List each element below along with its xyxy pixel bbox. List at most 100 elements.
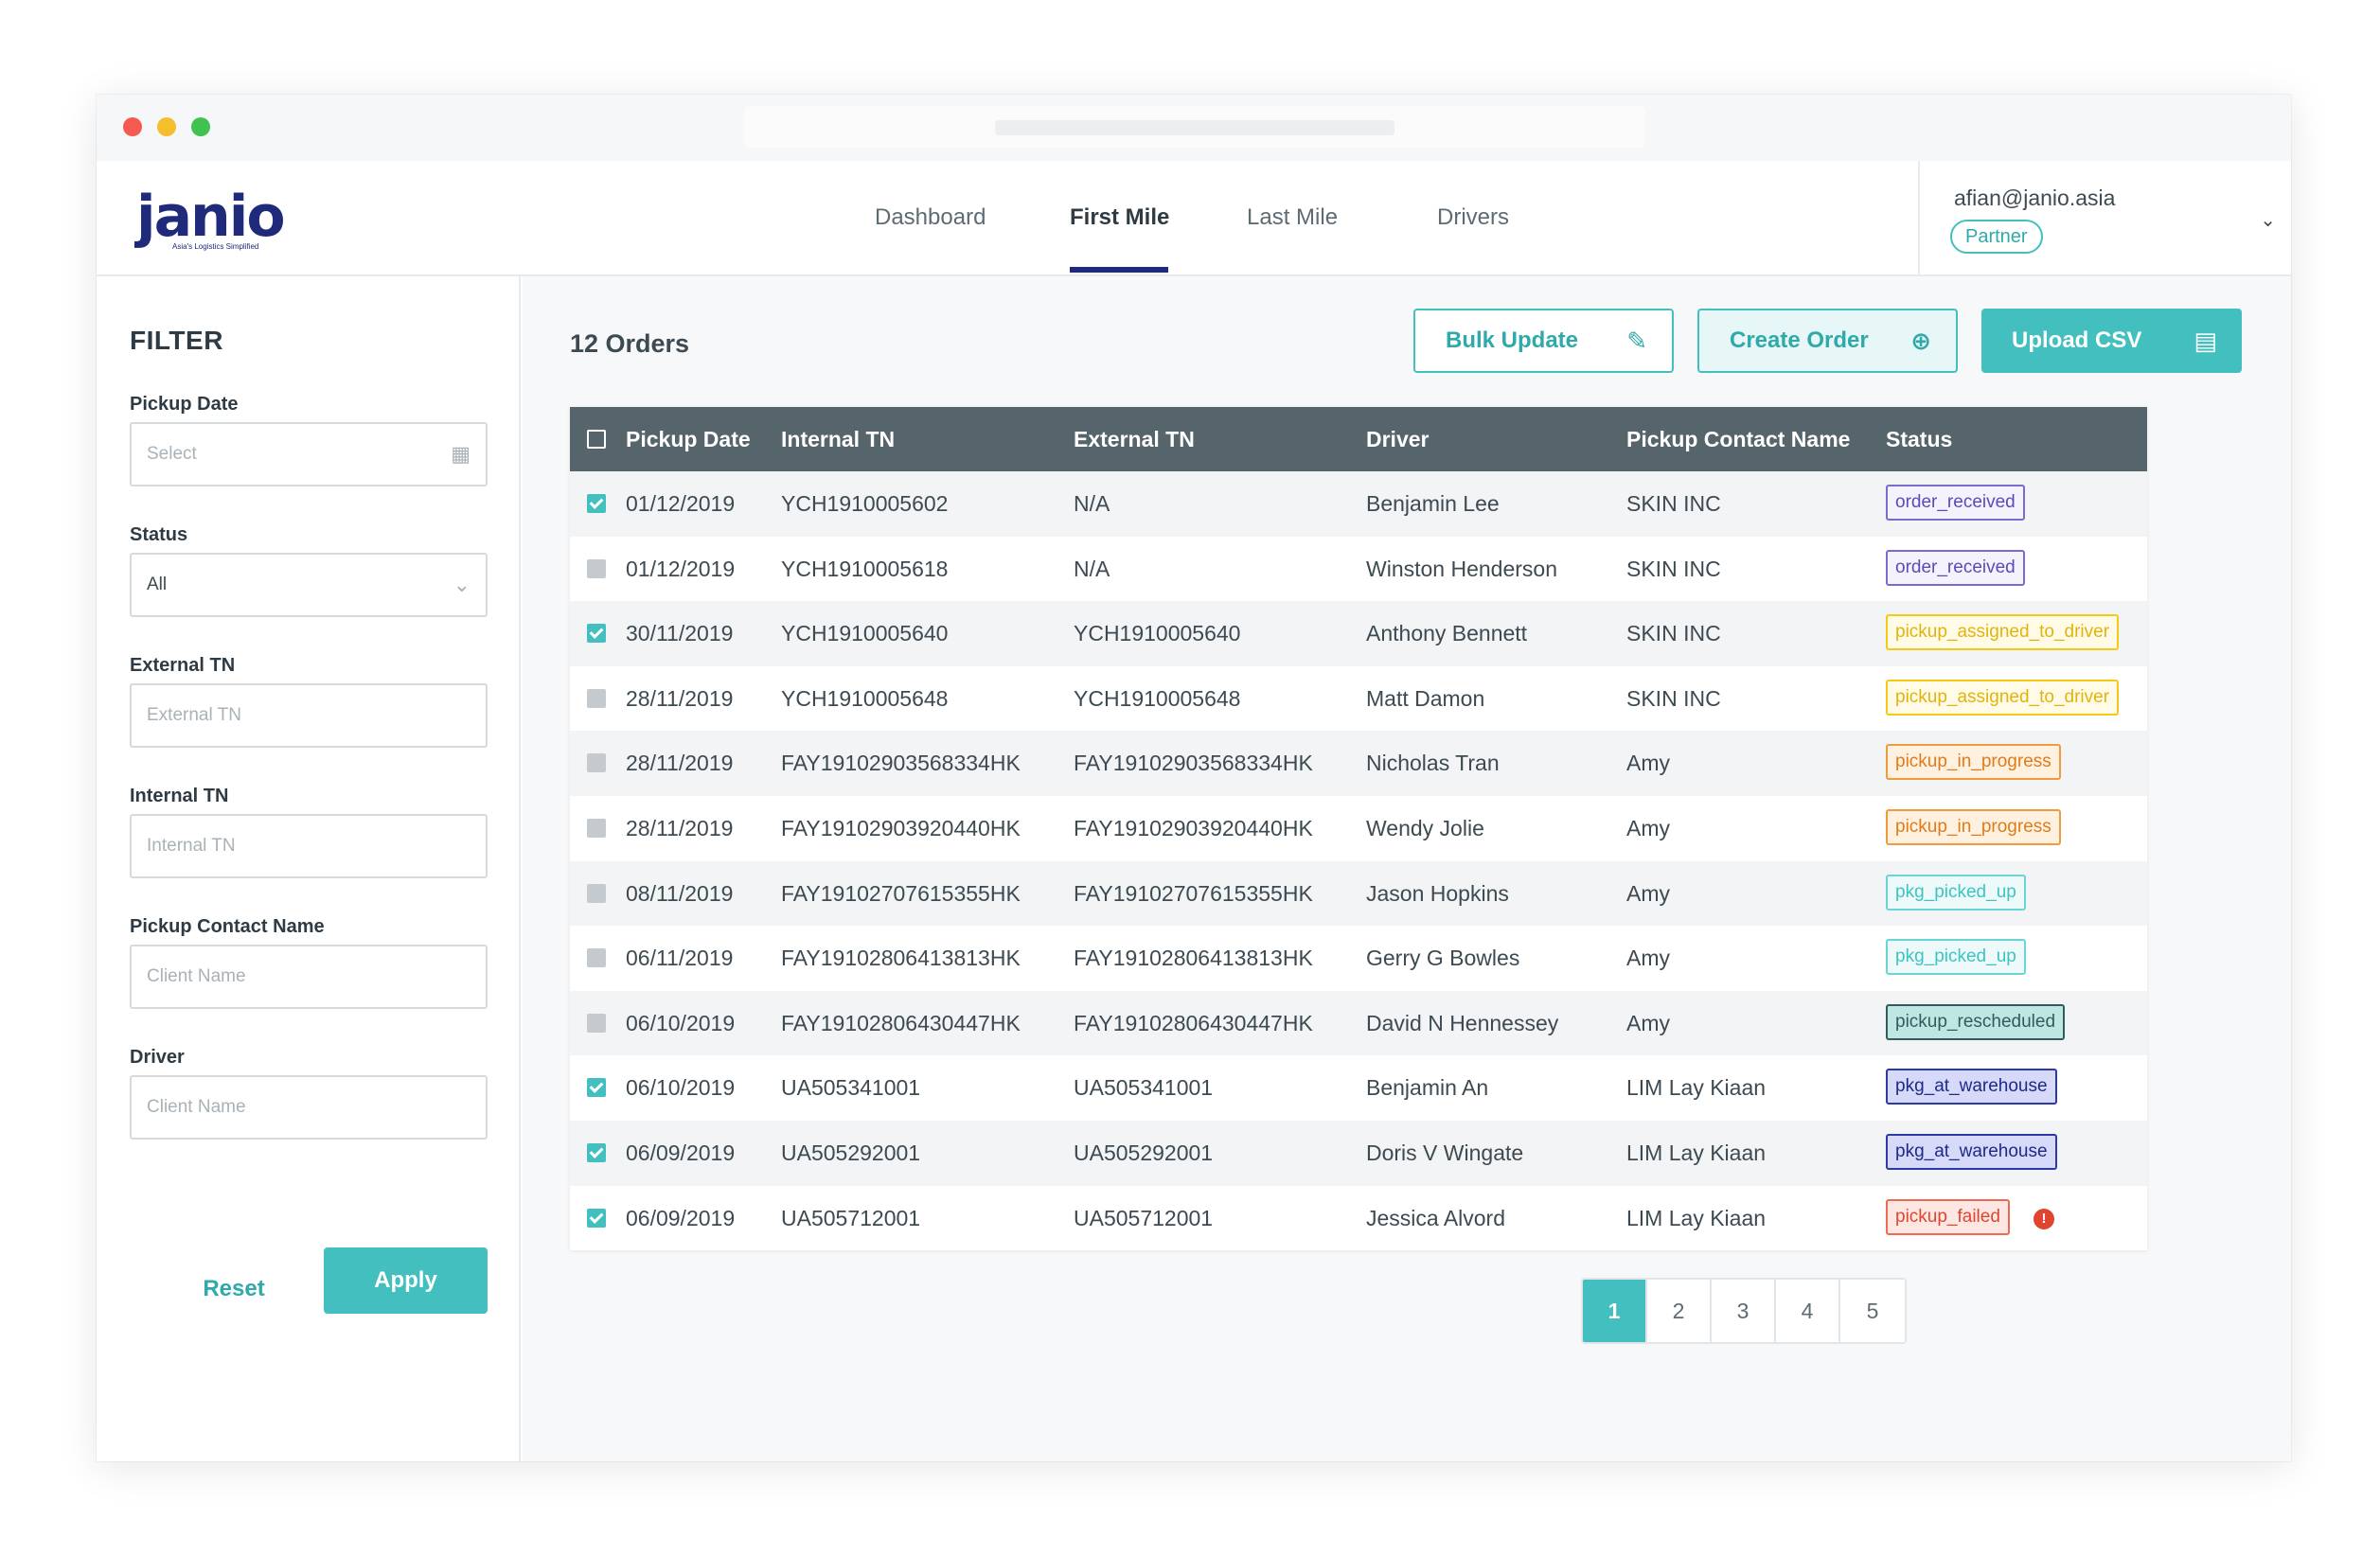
cell-pickup-date: 01/12/2019 <box>626 491 736 516</box>
pickup-date-input[interactable]: Select ▦ <box>130 422 488 486</box>
table-row[interactable]: 06/11/2019 FAY19102806413813HK FAY19102806… <box>570 926 2147 991</box>
reset-button[interactable]: Reset <box>203 1276 265 1301</box>
cell-pickup-contact: SKIN INC <box>1626 621 1721 646</box>
select-all-checkbox[interactable] <box>587 430 606 449</box>
cell-external-tn: FAY19102806430447HK <box>1074 1010 1313 1035</box>
table-row[interactable]: 06/09/2019 UA505712001 UA505712001 Jessica … <box>570 1186 2147 1251</box>
cell-external-tn: UA505712001 <box>1074 1205 1214 1230</box>
column-header-internal-tn[interactable]: Internal TN <box>781 427 896 451</box>
status-label: Status <box>130 524 188 545</box>
column-header-pickup-date[interactable]: Pickup Date <box>626 427 751 451</box>
alert-icon[interactable]: ! <box>2034 1208 2054 1229</box>
page-button-4[interactable]: 4 <box>1776 1280 1840 1342</box>
table-row[interactable]: 28/11/2019 FAY19102903568334HK FAY19102903… <box>570 731 2147 796</box>
cell-external-tn: UA505292001 <box>1074 1140 1214 1165</box>
filter-title: FILTER <box>130 326 223 355</box>
cell-pickup-contact: LIM Lay Kiaan <box>1626 1075 1767 1101</box>
page-button-1[interactable]: 1 <box>1583 1280 1647 1342</box>
cell-internal-tn: YCH1910005618 <box>781 556 949 581</box>
user-menu[interactable]: afian@janio.asia Partner ⌄ <box>1918 161 2291 276</box>
row-checkbox[interactable] <box>587 1013 606 1033</box>
status-badge: pickup_failed <box>1886 1198 2010 1235</box>
calendar-icon[interactable]: ▦ <box>451 442 471 466</box>
row-checkbox[interactable] <box>587 558 606 578</box>
cell-pickup-date: 28/11/2019 <box>626 751 734 776</box>
close-window-dot[interactable] <box>123 117 142 136</box>
cell-pickup-contact: SKIN INC <box>1626 556 1721 581</box>
cell-pickup-contact: Amy <box>1626 880 1670 906</box>
column-header-status[interactable]: Status <box>1886 427 1953 451</box>
apply-button[interactable]: Apply <box>324 1247 488 1314</box>
url-placeholder <box>995 120 1394 135</box>
cell-pickup-date: 06/09/2019 <box>626 1140 736 1165</box>
cell-pickup-contact: Amy <box>1626 751 1670 776</box>
address-bar[interactable] <box>744 106 1645 148</box>
table-row[interactable]: 06/09/2019 UA505292001 UA505292001 Doris V … <box>570 1120 2147 1186</box>
nav-first-mile[interactable]: First Mile <box>1070 204 1170 230</box>
internal-tn-input[interactable]: Internal TN <box>130 814 488 878</box>
page-button-3[interactable]: 3 <box>1712 1280 1776 1342</box>
nav-drivers[interactable]: Drivers <box>1437 204 1509 230</box>
janio-logo[interactable]: janio Asia's Logistics Simplified <box>136 184 286 256</box>
status-badge: pickup_assigned_to_driver <box>1886 614 2120 651</box>
external-tn-placeholder: External TN <box>147 705 241 725</box>
upload-csv-button[interactable]: Upload CSV ▤ <box>1981 309 2242 373</box>
cell-external-tn: FAY19102903920440HK <box>1074 815 1313 840</box>
column-header-pickup-contact[interactable]: Pickup Contact Name <box>1626 427 1851 451</box>
status-select[interactable]: All ⌄ <box>130 553 488 617</box>
column-header-driver[interactable]: Driver <box>1366 427 1430 451</box>
plus-circle-icon: ⊕ <box>1910 327 1931 355</box>
status-badge: pickup_rescheduled <box>1886 1003 2066 1040</box>
maximize-window-dot[interactable] <box>191 117 210 136</box>
pickup-contact-placeholder: Client Name <box>147 966 246 986</box>
column-header-external-tn[interactable]: External TN <box>1074 427 1195 451</box>
cell-external-tn: FAY19102903568334HK <box>1074 751 1313 776</box>
orders-table: Pickup Date Internal TN External TN Driv… <box>570 407 2147 1251</box>
row-checkbox[interactable] <box>587 753 606 773</box>
external-tn-input[interactable]: External TN <box>130 683 488 748</box>
row-checkbox[interactable] <box>587 624 606 644</box>
cell-driver: Doris V Wingate <box>1366 1140 1524 1165</box>
chevron-down-icon: ⌄ <box>453 573 471 596</box>
active-nav-underline <box>1070 267 1168 273</box>
page-button-2[interactable]: 2 <box>1647 1280 1712 1342</box>
status-badge: pickup_assigned_to_driver <box>1886 679 2120 716</box>
nav-dashboard[interactable]: Dashboard <box>875 204 986 230</box>
cell-pickup-date: 06/09/2019 <box>626 1205 736 1230</box>
chevron-down-icon[interactable]: ⌄ <box>2260 210 2276 231</box>
table-row[interactable]: 08/11/2019 FAY19102707615355HK FAY19102707… <box>570 860 2147 927</box>
pickup-contact-input[interactable]: Client Name <box>130 945 488 1009</box>
row-checkbox[interactable] <box>587 688 606 708</box>
row-checkbox[interactable] <box>587 1208 606 1228</box>
driver-input[interactable]: Client Name <box>130 1075 488 1140</box>
table-row[interactable]: 06/10/2019 FAY19102806430447HK FAY19102806… <box>570 990 2147 1056</box>
internal-tn-placeholder: Internal TN <box>147 836 236 856</box>
table-row[interactable]: 30/11/2019 YCH1910005640 YCH1910005640 Anth… <box>570 601 2147 666</box>
cell-internal-tn: YCH1910005640 <box>781 621 949 646</box>
status-badge: pkg_at_warehouse <box>1886 1069 2057 1105</box>
row-checkbox[interactable] <box>587 818 606 838</box>
table-row[interactable]: 01/12/2019 YCH1910005618 N/A Winston Hender… <box>570 537 2147 602</box>
nav-last-mile[interactable]: Last Mile <box>1247 204 1339 230</box>
cell-driver: Jason Hopkins <box>1366 880 1509 906</box>
cell-pickup-date: 06/10/2019 <box>626 1075 736 1101</box>
table-row[interactable]: 28/11/2019 FAY19102903920440HK FAY19102903… <box>570 796 2147 861</box>
row-checkbox[interactable] <box>587 494 606 513</box>
page-button-5[interactable]: 5 <box>1866 1299 1879 1323</box>
create-order-button[interactable]: Create Order ⊕ <box>1697 309 1958 373</box>
row-checkbox[interactable] <box>587 948 606 968</box>
cell-driver: Winston Henderson <box>1366 556 1557 581</box>
row-checkbox[interactable] <box>587 1142 606 1162</box>
browser-window: janio Asia's Logistics Simplified Dashbo… <box>97 95 2291 1461</box>
pickup-contact-label: Pickup Contact Name <box>130 916 325 937</box>
cell-pickup-date: 28/11/2019 <box>626 685 734 711</box>
row-checkbox[interactable] <box>587 883 606 903</box>
minimize-window-dot[interactable] <box>157 117 176 136</box>
table-row[interactable]: 28/11/2019 YCH1910005648 YCH1910005648 Matt… <box>570 666 2147 732</box>
table-row[interactable]: 06/10/2019 UA505341001 UA505341001 Benjamin… <box>570 1055 2147 1121</box>
status-badge: pickup_in_progress <box>1886 808 2061 845</box>
bulk-update-button[interactable]: Bulk Update ✎ <box>1413 309 1674 373</box>
row-checkbox[interactable] <box>587 1078 606 1098</box>
status-badge: pkg_at_warehouse <box>1886 1133 2057 1170</box>
table-row[interactable]: 01/12/2019 YCH1910005602 N/A Benjamin Lee SK… <box>570 471 2147 537</box>
